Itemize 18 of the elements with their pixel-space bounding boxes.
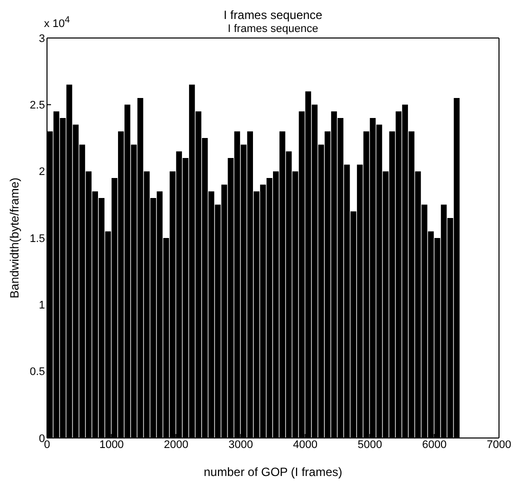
x-tick-label: 3000 bbox=[228, 438, 253, 451]
x-tick-label: 6000 bbox=[422, 438, 447, 451]
x-tick-label: 7000 bbox=[486, 438, 512, 451]
y-tick-label: 2 bbox=[38, 166, 45, 178]
x-tick-label: 2000 bbox=[164, 438, 188, 451]
y-tick-label: 1 bbox=[38, 300, 45, 312]
chart-title: I frames sequence bbox=[224, 8, 322, 22]
text: x 10$^{4}$ bbox=[44, 14, 70, 30]
x-tick-label: 5000 bbox=[358, 438, 382, 451]
y-axis-title: Bandwidth(byte/frame) bbox=[7, 178, 22, 298]
x-axis-title: number of GOP (I frames) bbox=[204, 465, 342, 479]
y-tick-label: 1.5 bbox=[30, 232, 45, 245]
x-tick-label: 1000 bbox=[99, 438, 124, 451]
y-tick-label: 2.5 bbox=[30, 100, 45, 112]
y-tick-label: 3 bbox=[38, 32, 45, 45]
x-tick-label: 4000 bbox=[293, 438, 318, 451]
chart-subtitle: I frames sequence bbox=[228, 23, 318, 35]
y-tick-label: 0.5 bbox=[30, 366, 45, 378]
